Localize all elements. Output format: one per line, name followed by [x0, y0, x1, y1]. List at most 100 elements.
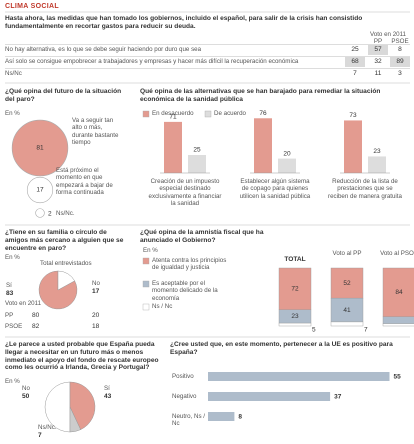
- bubble-value: 17: [36, 187, 44, 194]
- bar-segment: [330, 321, 364, 327]
- bar-segment: [382, 267, 414, 317]
- bubble-label: Ns/Nc.: [56, 210, 75, 217]
- breakdown-label: PP: [5, 312, 14, 319]
- bar: [208, 392, 331, 401]
- bar-value: 8: [238, 414, 242, 421]
- bubble-value: 81: [36, 145, 44, 152]
- chart-title: Qué opina de las alternativas que se han…: [140, 88, 381, 103]
- chart-title: ¿Tiene en su familia o círculo de amigos…: [5, 229, 124, 252]
- category-label: Neutro, Ns / Nc: [172, 413, 206, 428]
- chart-title: ¿Qué opina de la amnistía fiscal que ha …: [140, 229, 264, 244]
- slice-label: No: [22, 385, 30, 392]
- bubble: [11, 119, 69, 177]
- table-cell: 8: [398, 46, 402, 53]
- bar-value: 71: [169, 114, 177, 121]
- category-label: TOTAL: [284, 256, 306, 263]
- slice-value: 7: [38, 432, 42, 439]
- table-row-label: No hay alternativa, es lo que se debe se…: [5, 46, 202, 53]
- bar: [368, 156, 386, 173]
- table-cell: 89: [396, 58, 404, 65]
- segment-value: 84: [395, 289, 403, 296]
- table-column-header: PP: [373, 38, 383, 45]
- bubble-label: Va a seguir tan alto o más, durante bast…: [72, 117, 119, 147]
- table-cell: 3: [398, 70, 402, 77]
- chart-title: ¿Cree usted que, en este momento, perten…: [170, 341, 393, 356]
- breakdown-value: 82: [32, 323, 40, 330]
- bar: [164, 121, 182, 173]
- pie-slice: [44, 381, 71, 433]
- pie-subtitle: Total entrevistados: [40, 260, 92, 267]
- cell-highlight: [345, 57, 365, 67]
- breakdown-value: 18: [92, 323, 100, 330]
- cell-highlight: [390, 57, 410, 67]
- category-label: Reducción de la lista de prestaciones qu…: [328, 178, 402, 200]
- bar: [208, 372, 390, 381]
- category-label: Establecer algún sistema de copago para …: [239, 178, 311, 200]
- legend-swatch: [142, 280, 150, 288]
- pie-slice: [69, 381, 96, 430]
- bar: [278, 158, 296, 173]
- table-row-label: Así solo se consigue empobrecer a trabaj…: [5, 58, 299, 65]
- bubble-value: 2: [48, 211, 52, 218]
- bar-value: 73: [349, 112, 357, 119]
- bar-value: 37: [334, 394, 342, 401]
- category-label: Voto al PSOE: [380, 250, 414, 257]
- table-group-label: Voto en 2011: [369, 31, 406, 38]
- chart-title: ¿Qué opina del futuro de la situación de…: [5, 88, 122, 103]
- slice-label: Sí: [6, 282, 12, 289]
- slice-value: 83: [6, 290, 14, 297]
- bar-segment: [278, 322, 312, 327]
- bar: [254, 118, 272, 173]
- table-cell: 32: [374, 58, 382, 65]
- table-column-header: PSOE: [391, 38, 409, 45]
- unit-label: En %: [5, 378, 20, 385]
- legend-label: Es aceptable por el momento delicado de …: [152, 280, 218, 302]
- segment-value: 41: [343, 307, 351, 314]
- unit-label: En %: [143, 247, 158, 254]
- breakdown-title: Voto en 2011: [5, 300, 42, 307]
- bar-value: 20: [283, 150, 291, 157]
- bar-segment: [278, 267, 312, 310]
- table-cell: 25: [351, 46, 359, 53]
- table-row-label: Ns/Nc: [5, 70, 22, 77]
- table-cell: 68: [351, 58, 359, 65]
- slice-label: Ns/Nc.: [38, 424, 57, 431]
- unit-label: En %: [5, 254, 20, 261]
- bar-value: 25: [193, 147, 201, 154]
- category-label: Voto al PP: [332, 250, 362, 257]
- table-cell: 7: [353, 70, 357, 77]
- bar-value: 23: [373, 148, 381, 155]
- question: Hasta ahora, las medidas que han tomado …: [5, 15, 363, 30]
- chart-title: ¿Le parece a usted probable que España p…: [5, 341, 159, 372]
- slice-value: 50: [22, 393, 30, 400]
- bubble-label: Está próximo el momento en que empezará …: [56, 167, 113, 197]
- unit-label: En %: [5, 110, 20, 117]
- legend-label: En desacuerdo: [152, 110, 194, 117]
- legend-label: Ns / Nc: [152, 303, 173, 310]
- legend-swatch: [204, 110, 212, 118]
- segment-value: 52: [343, 280, 351, 287]
- segment-value: 5: [312, 327, 316, 334]
- segment-value: 7: [364, 327, 368, 334]
- breakdown-value: 80: [32, 312, 40, 319]
- bubble: [26, 176, 54, 204]
- table-cell: 57: [374, 46, 382, 53]
- bar: [344, 120, 362, 173]
- legend-swatch: [142, 257, 150, 265]
- category-label: Negativo: [172, 393, 197, 400]
- segment-value: 72: [291, 286, 299, 293]
- slice-value: 17: [92, 288, 100, 295]
- section-title: CLIMA SOCIAL: [5, 3, 59, 10]
- bar-segment: [382, 323, 414, 327]
- table-cell: 11: [374, 70, 382, 77]
- cell-highlight: [368, 45, 388, 55]
- legend-swatch: [142, 110, 150, 118]
- bar-segment: [330, 267, 364, 299]
- breakdown-value: 20: [92, 312, 100, 319]
- bar: [188, 155, 206, 173]
- pie-slice: [57, 270, 75, 291]
- slice-label: No: [92, 280, 100, 287]
- bar-segment: [382, 316, 414, 324]
